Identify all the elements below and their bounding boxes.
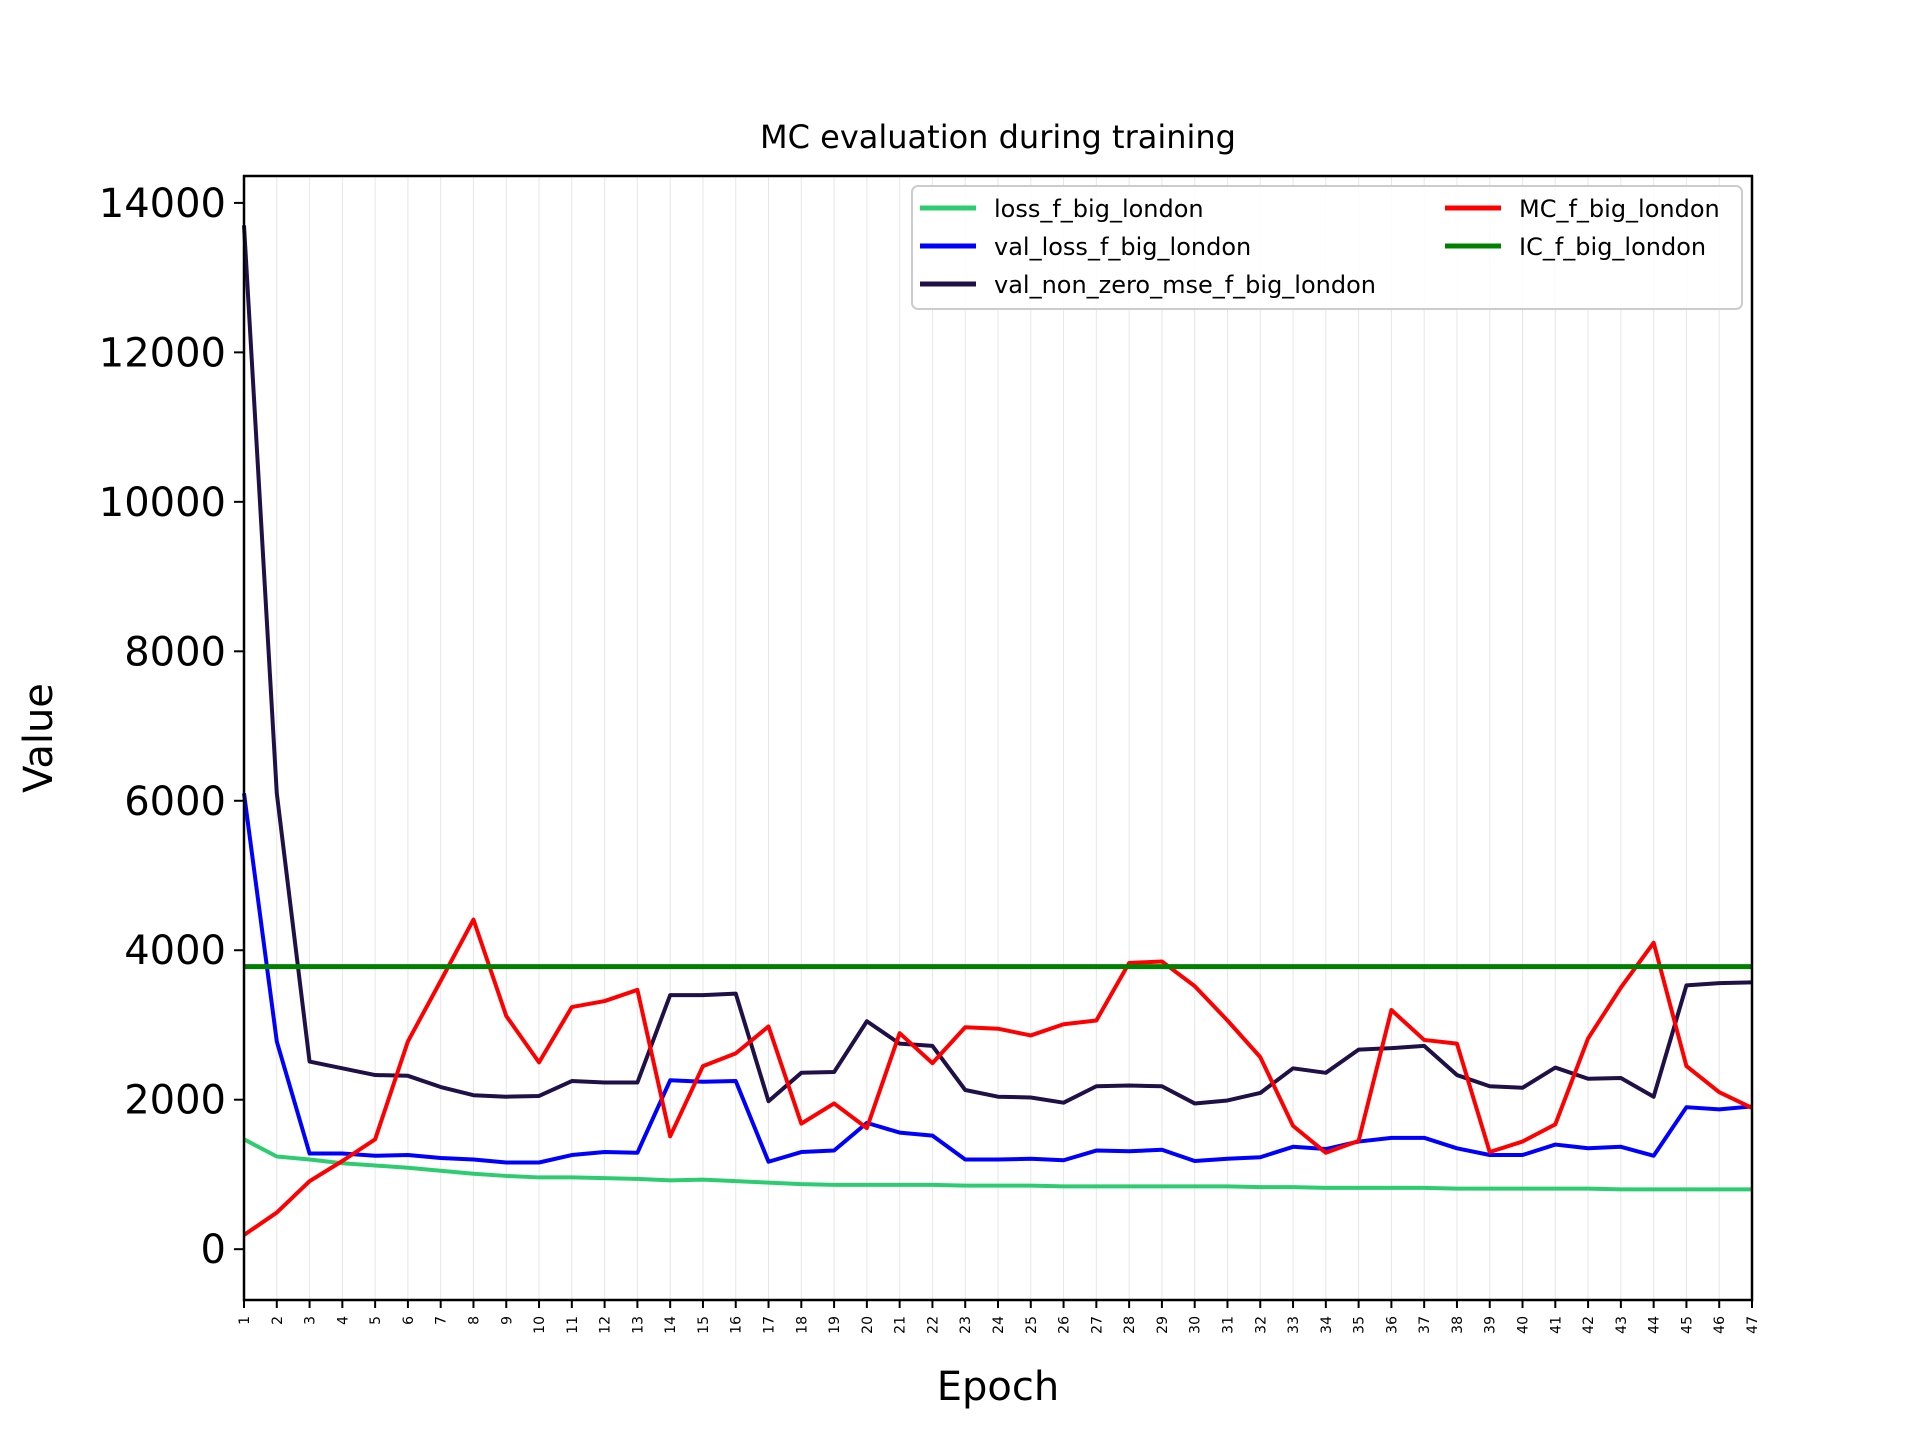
x-tick-label: 39 — [1483, 1316, 1499, 1334]
x-axis-label: Epoch — [937, 1364, 1059, 1410]
series-line-val_non_zero_mse_f_big_london — [242, 225, 1753, 1106]
x-tick-label: 40 — [1516, 1316, 1532, 1334]
x-tick-label: 47 — [1745, 1316, 1761, 1334]
x-tick-label: 35 — [1352, 1316, 1368, 1334]
x-tick-label: 19 — [827, 1316, 843, 1334]
x-tick-label: 43 — [1614, 1316, 1630, 1334]
y-tick-label: 6000 — [124, 779, 226, 825]
y-tick-label: 4000 — [124, 928, 226, 974]
x-tick-label: 9 — [499, 1316, 515, 1325]
y-tick-label: 14000 — [99, 181, 226, 227]
x-tick-label: 10 — [532, 1316, 548, 1334]
legend: loss_f_big_london val_loss_f_big_londonva… — [911, 185, 1743, 310]
x-tick-label: 5 — [368, 1316, 384, 1325]
x-tick-label: 37 — [1417, 1316, 1433, 1334]
x-tick-label: 23 — [958, 1316, 974, 1334]
x-tick-label: 8 — [466, 1316, 482, 1325]
x-tick-label: 16 — [729, 1316, 745, 1334]
x-tick-label: 21 — [893, 1316, 909, 1334]
x-tick-label: 11 — [565, 1316, 581, 1334]
x-tick-label: 27 — [1089, 1316, 1105, 1334]
y-tick-label: 0 — [201, 1227, 226, 1273]
y-tick-label: 8000 — [124, 629, 226, 675]
x-tick-label: 34 — [1319, 1316, 1335, 1334]
series-line-val_loss_f_big_london — [242, 793, 1753, 1165]
series-line-MC_f_big_london — [242, 917, 1753, 1237]
y-tick-label: 2000 — [124, 1078, 226, 1124]
x-tick-label: 2 — [270, 1316, 286, 1325]
x-tick-label: 44 — [1647, 1316, 1663, 1334]
x-tick-label: 36 — [1384, 1316, 1400, 1334]
legend-label: val_non_zero_mse_f_big_london — [994, 271, 1376, 299]
x-tick-label: 13 — [630, 1316, 646, 1334]
x-tick-label: 29 — [1155, 1316, 1171, 1334]
y-axis-label: Value — [16, 683, 62, 793]
x-tick-label: 42 — [1581, 1316, 1597, 1334]
x-tick-label: 24 — [991, 1316, 1007, 1334]
series-lines — [242, 225, 1753, 1237]
x-tick-label: 4 — [335, 1316, 351, 1325]
legend-label: loss_f_big_london — [994, 195, 1204, 223]
x-axis: 1 2 3 4 5 6 7 8 9 10 11 12 13 14 15 16 17 18 19 20 21 22 23 24 2… — [237, 1300, 1761, 1334]
x-tick-label: 33 — [1286, 1316, 1302, 1334]
series-line-loss_f_big_london — [243, 1137, 1752, 1192]
y-axis: 0 2000 4000 6000 8000 10000 12000 14000 — [99, 181, 244, 1273]
x-tick-label: 6 — [401, 1316, 417, 1325]
x-tick-label: 45 — [1679, 1316, 1695, 1334]
x-tick-label: 25 — [1024, 1316, 1040, 1334]
y-tick-label: 10000 — [99, 480, 226, 526]
x-tick-label: 20 — [860, 1316, 876, 1334]
x-tick-label: 31 — [1220, 1316, 1236, 1334]
x-tick-label: 15 — [696, 1316, 712, 1334]
chart-title: MC evaluation during training — [760, 118, 1236, 156]
x-tick-label: 3 — [303, 1316, 319, 1325]
x-tick-label: 7 — [434, 1316, 450, 1325]
x-tick-label: 46 — [1712, 1316, 1728, 1334]
legend-label: MC_f_big_london — [1519, 195, 1720, 223]
x-tick-label: 18 — [794, 1316, 810, 1334]
x-tick-label: 32 — [1253, 1316, 1269, 1334]
y-tick-label: 12000 — [99, 330, 226, 376]
legend-label: IC_f_big_london — [1519, 233, 1706, 261]
x-tick-label: 28 — [1122, 1316, 1138, 1334]
x-tick-label: 14 — [663, 1316, 679, 1334]
x-tick-label: 12 — [598, 1316, 614, 1334]
x-tick-label: 22 — [925, 1316, 941, 1334]
x-tick-label: 1 — [237, 1316, 253, 1325]
x-tick-label: 26 — [1057, 1316, 1073, 1334]
legend-label: val_loss_f_big_london — [994, 233, 1251, 261]
legend-box — [911, 185, 1743, 310]
x-tick-label: 38 — [1450, 1316, 1466, 1334]
x-tick-label: 30 — [1188, 1316, 1204, 1334]
grid — [243, 176, 1753, 1300]
x-tick-label: 41 — [1548, 1316, 1564, 1334]
x-tick-label: 17 — [762, 1316, 778, 1334]
